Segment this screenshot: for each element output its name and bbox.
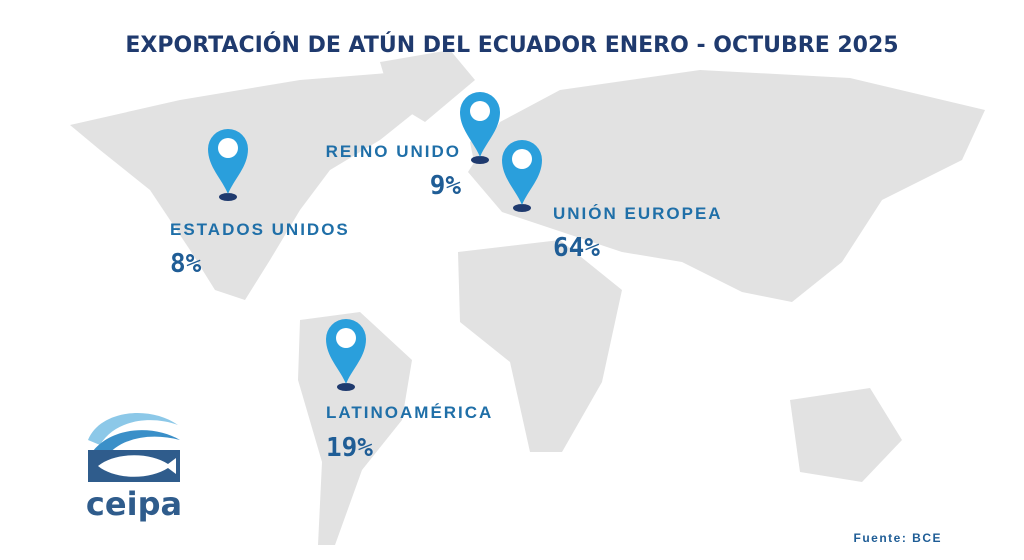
source: Fuente: BCE xyxy=(854,531,943,545)
region-share: 19% xyxy=(326,433,373,463)
title: EXPORTACIÓN DE ATÚN DEL ECUADOR ENERO - … xyxy=(125,32,898,58)
region-name: LATINOAMÉRICA xyxy=(326,403,493,422)
region-name: REINO UNIDO xyxy=(326,142,461,161)
logo-text: ceipa xyxy=(86,485,182,523)
region-name: ESTADOS UNIDOS xyxy=(170,220,350,239)
region-share: 64% xyxy=(553,233,600,263)
world-map xyxy=(70,50,985,545)
logo: ceipa xyxy=(86,413,182,523)
region-name: UNIÓN EUROPEA xyxy=(553,204,723,223)
region-share: 9% xyxy=(430,171,462,201)
region-share: 8% xyxy=(170,249,202,279)
